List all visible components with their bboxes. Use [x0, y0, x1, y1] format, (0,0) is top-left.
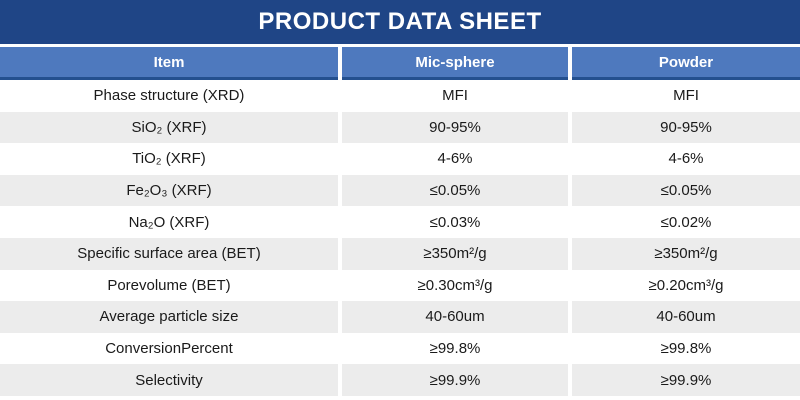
mic-sphere-cell: 4-6%: [342, 143, 568, 175]
powder-cell: 4-6%: [572, 143, 800, 175]
column-header-item: Item: [0, 47, 338, 80]
item-cell: SiO₂ (XRF): [0, 111, 338, 144]
mic-sphere-cell: ≥350m²/g: [342, 237, 568, 270]
item-cell: Phase structure (XRD): [0, 80, 338, 112]
item-cell: Fe₂O₃ (XRF): [0, 174, 338, 207]
item-cell: Average particle size: [0, 301, 338, 333]
powder-cell: ≥0.20cm³/g: [572, 269, 800, 302]
mic-sphere-cell: ≤0.05%: [342, 174, 568, 207]
item-cell: Selectivity: [0, 364, 338, 396]
powder-cell: ≤0.02%: [572, 206, 800, 238]
powder-cell: MFI: [572, 80, 800, 112]
table-body: Phase structure (XRD) MFI MFI SiO₂ (XRF) 90-…: [0, 80, 800, 396]
powder-cell: ≥99.8%: [572, 332, 800, 365]
item-cell: Specific surface area (BET): [0, 237, 338, 270]
powder-cell: ≤0.05%: [572, 174, 800, 207]
item-cell: Porevolume (BET): [0, 269, 338, 302]
powder-cell: ≥350m²/g: [572, 237, 800, 270]
item-cell: ConversionPercent: [0, 332, 338, 365]
title-bar: PRODUCT DATA SHEET: [0, 0, 800, 44]
mic-sphere-cell: ≥99.9%: [342, 364, 568, 396]
column-header-mic-sphere: Mic-sphere: [342, 47, 568, 80]
item-cell: TiO₂ (XRF): [0, 143, 338, 175]
powder-cell: 90-95%: [572, 111, 800, 144]
mic-sphere-cell: ≥99.8%: [342, 332, 568, 365]
page-title: PRODUCT DATA SHEET: [258, 8, 542, 35]
mic-sphere-cell: MFI: [342, 80, 568, 112]
mic-sphere-cell: 40-60um: [342, 301, 568, 333]
powder-cell: ≥99.9%: [572, 364, 800, 396]
column-header-powder: Powder: [572, 47, 800, 80]
table-header-row: Item Mic-sphere Powder: [0, 47, 800, 80]
mic-sphere-cell: ≤0.03%: [342, 206, 568, 238]
mic-sphere-cell: 90-95%: [342, 111, 568, 144]
powder-cell: 40-60um: [572, 301, 800, 333]
divider: [0, 44, 800, 47]
mic-sphere-cell: ≥0.30cm³/g: [342, 269, 568, 302]
item-cell: Na₂O (XRF): [0, 206, 338, 238]
